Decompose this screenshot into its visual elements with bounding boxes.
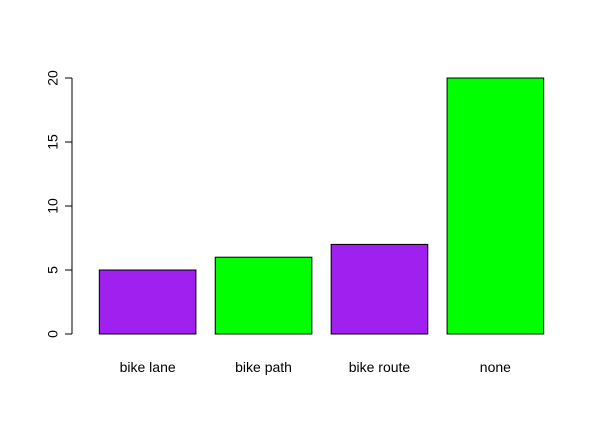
x-category-label: bike route: [349, 359, 411, 375]
bar-bike-path: [214, 256, 313, 335]
y-tick-label: 0: [45, 330, 61, 338]
bar-bike-lane: [98, 269, 197, 335]
bar-bike-route: [330, 243, 429, 335]
y-tick-label: 20: [45, 70, 61, 86]
bars: [98, 77, 545, 335]
x-category-label: none: [480, 359, 511, 375]
x-category-label: bike lane: [120, 359, 176, 375]
y-tick-label: 15: [45, 134, 61, 150]
x-category-label: bike path: [235, 359, 292, 375]
y-tick-label: 5: [45, 266, 61, 274]
bar-none: [446, 77, 545, 335]
y-tick-label: 10: [45, 198, 61, 214]
y-axis-ticks: 0 5 10 15 20: [45, 70, 72, 338]
category-labels: bike lane bike path bike route none: [120, 359, 512, 375]
